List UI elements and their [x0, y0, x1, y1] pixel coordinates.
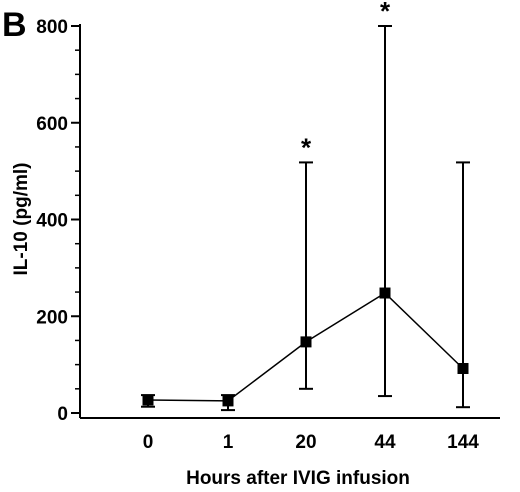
- data-point: [457, 362, 469, 374]
- y-tick-label: 600: [36, 114, 68, 135]
- y-tick-label: 0: [57, 404, 68, 425]
- x-axis-label: Hours after IVIG infusion: [186, 468, 410, 489]
- data-point: [142, 394, 154, 406]
- data-point: [379, 287, 391, 299]
- y-axis-label: IL-10 (pg/ml): [11, 163, 32, 276]
- y-axis: 0 200 400 600 800: [36, 17, 81, 425]
- x-tick-label: 0: [143, 432, 154, 453]
- x-axis: 0 1 20 44 144: [80, 417, 500, 453]
- significance-marker: *: [380, 0, 391, 26]
- data-point: [222, 395, 234, 407]
- plot-area: **: [141, 0, 470, 412]
- y-tick-label: 400: [36, 211, 68, 232]
- y-tick-label: 200: [36, 307, 68, 328]
- data-point: [300, 336, 312, 348]
- panel-letter: B: [2, 6, 27, 44]
- y-tick-label: 800: [36, 17, 68, 38]
- significance-marker: *: [301, 132, 312, 162]
- x-tick-label: 1: [223, 432, 234, 453]
- x-tick-label: 44: [374, 432, 396, 453]
- x-tick-label: 20: [295, 432, 316, 453]
- x-tick-label: 144: [447, 432, 479, 453]
